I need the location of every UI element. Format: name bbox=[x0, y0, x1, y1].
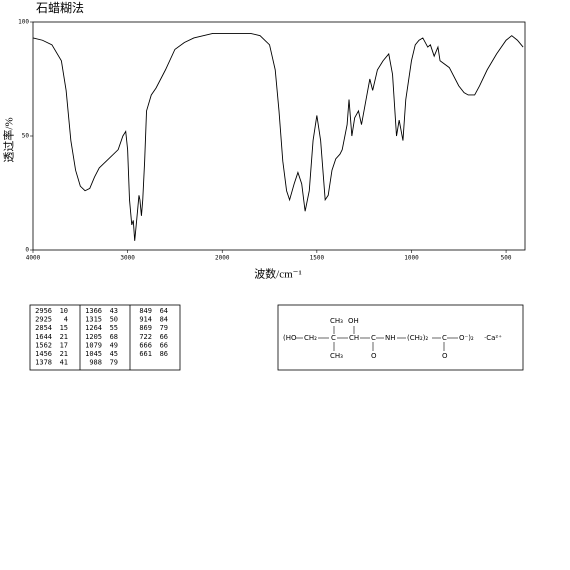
x-tick-label: 2000 bbox=[215, 255, 230, 262]
table-cell: 17 bbox=[60, 341, 68, 349]
structure-text: C bbox=[331, 334, 336, 342]
structure-text: O⁻)₂ bbox=[459, 334, 474, 342]
table-cell: 21 bbox=[60, 350, 68, 358]
peak-table-frame bbox=[29, 304, 181, 371]
table-cell: 64 bbox=[160, 307, 168, 315]
table-cell: 43 bbox=[110, 307, 118, 315]
table-cell: 722 bbox=[139, 333, 152, 341]
table-cell: 1205 bbox=[85, 333, 102, 341]
plot-frame bbox=[32, 21, 526, 251]
y-axis-label: 透过率/% bbox=[2, 117, 16, 162]
structure-text: C bbox=[442, 334, 447, 342]
table-cell: 1456 bbox=[35, 350, 52, 358]
structure-text: CH₂ bbox=[304, 334, 317, 342]
structure-text: CH₃ bbox=[330, 317, 343, 325]
structure-frame bbox=[277, 304, 524, 371]
table-cell: 41 bbox=[60, 359, 68, 367]
table-cell: 10 bbox=[60, 307, 68, 315]
structure-text: (CH₂)₂ bbox=[407, 334, 428, 342]
table-cell: 79 bbox=[110, 359, 118, 367]
y-tick-label: 50 bbox=[22, 133, 30, 140]
table-cell: 66 bbox=[160, 341, 168, 349]
table-cell: 849 bbox=[139, 307, 152, 315]
x-tick-label: 1500 bbox=[310, 255, 325, 262]
table-cell: 1644 bbox=[35, 333, 52, 341]
spectrum-line bbox=[32, 32, 524, 241]
structure-text: O bbox=[371, 352, 377, 360]
table-cell: 79 bbox=[160, 324, 168, 332]
table-cell: 2925 bbox=[35, 316, 52, 324]
structure-text: C bbox=[371, 334, 376, 342]
table-cell: 50 bbox=[110, 316, 118, 324]
x-tick-label: 500 bbox=[501, 255, 512, 262]
table-cell: 1315 bbox=[85, 316, 102, 324]
y-tick-label: 100 bbox=[18, 19, 29, 26]
table-cell: 1378 bbox=[35, 359, 52, 367]
structure-text: CH₃ bbox=[330, 352, 343, 360]
table-cell: 869 bbox=[139, 324, 152, 332]
table-cell: 55 bbox=[110, 324, 118, 332]
chart-title: 石蜡糊法 bbox=[36, 0, 84, 15]
table-cell: 86 bbox=[160, 350, 168, 358]
table-cell: 2956 bbox=[35, 307, 52, 315]
table-cell: 1045 bbox=[85, 350, 102, 358]
table-cell: 1079 bbox=[85, 341, 102, 349]
table-cell: 988 bbox=[89, 359, 102, 367]
table-cell: 4 bbox=[64, 316, 68, 324]
structure-text: O bbox=[442, 352, 448, 360]
table-cell: 21 bbox=[60, 333, 68, 341]
table-cell: 68 bbox=[110, 333, 118, 341]
structure-text: OH bbox=[348, 317, 359, 325]
y-tick-label: 0 bbox=[25, 247, 29, 254]
table-cell: 2854 bbox=[35, 324, 52, 332]
structure-text: CH bbox=[349, 334, 359, 342]
table-cell: 666 bbox=[139, 341, 152, 349]
structure-text: (HO bbox=[283, 334, 297, 342]
x-tick-label: 3000 bbox=[120, 255, 135, 262]
table-cell: 66 bbox=[160, 333, 168, 341]
structure-text: NH bbox=[385, 334, 396, 342]
table-cell: 661 bbox=[139, 350, 152, 358]
structure-text: ·Ca²⁺ bbox=[484, 334, 502, 342]
table-cell: 84 bbox=[160, 316, 168, 324]
table-cell: 1562 bbox=[35, 341, 52, 349]
table-cell: 15 bbox=[60, 324, 68, 332]
x-tick-label: 1000 bbox=[404, 255, 419, 262]
x-axis-label: 波数/cm⁻¹ bbox=[254, 268, 302, 281]
table-cell: 1264 bbox=[85, 324, 102, 332]
table-cell: 914 bbox=[139, 316, 152, 324]
structure bbox=[296, 326, 458, 351]
table-cell: 1366 bbox=[85, 307, 102, 315]
x-tick-label: 4000 bbox=[26, 255, 41, 262]
table-cell: 49 bbox=[110, 341, 118, 349]
table-cell: 45 bbox=[110, 350, 118, 358]
